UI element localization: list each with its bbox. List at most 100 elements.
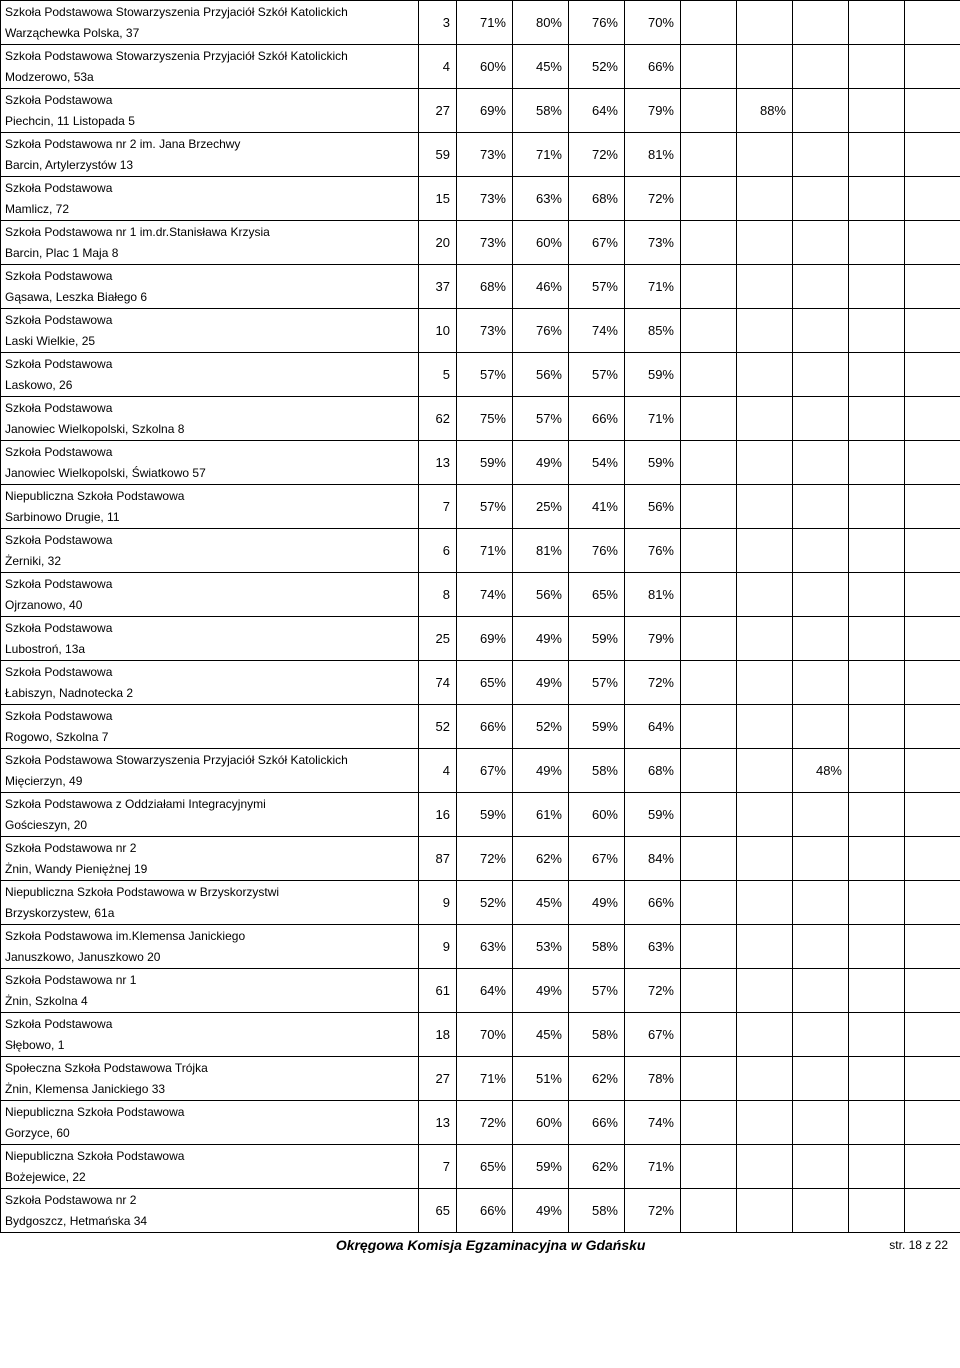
- pct-cell: 72%: [625, 177, 681, 221]
- pct-cell: 71%: [457, 529, 513, 573]
- pct-cell: [681, 265, 737, 309]
- pct-cell: [793, 133, 849, 177]
- pct-cell: [737, 309, 793, 353]
- school-name-line1: Szkoła Podstawowa: [1, 265, 419, 287]
- pct-cell: [849, 617, 905, 661]
- pct-cell: [681, 441, 737, 485]
- pct-cell: 71%: [625, 265, 681, 309]
- school-name-line2: Lubostroń, 13a: [1, 639, 419, 661]
- pct-cell: [905, 969, 960, 1013]
- pct-cell: [849, 221, 905, 265]
- pct-cell: 49%: [513, 969, 569, 1013]
- pct-cell: [681, 969, 737, 1013]
- pct-cell: [905, 441, 960, 485]
- school-name-line2: Mamlicz, 72: [1, 199, 419, 221]
- school-name-line2: Barcin, Plac 1 Maja 8: [1, 243, 419, 265]
- school-name-line1: Szkoła Podstawowa: [1, 441, 419, 463]
- pct-cell: 62%: [513, 837, 569, 881]
- pct-cell: [905, 221, 960, 265]
- school-name-line1: Szkoła Podstawowa: [1, 661, 419, 683]
- pct-cell: [681, 309, 737, 353]
- pct-cell: [849, 485, 905, 529]
- pct-cell: [737, 837, 793, 881]
- school-name-line1: Niepubliczna Szkoła Podstawowa: [1, 1145, 419, 1167]
- pct-cell: 66%: [625, 45, 681, 89]
- pct-cell: 68%: [457, 265, 513, 309]
- count-cell: 16: [419, 793, 457, 837]
- pct-cell: 62%: [569, 1057, 625, 1101]
- pct-cell: 71%: [625, 1145, 681, 1189]
- pct-cell: [681, 353, 737, 397]
- pct-cell: [681, 529, 737, 573]
- count-cell: 13: [419, 1101, 457, 1145]
- pct-cell: [737, 925, 793, 969]
- pct-cell: 56%: [625, 485, 681, 529]
- school-name-line2: Łabiszyn, Nadnotecka 2: [1, 683, 419, 705]
- pct-cell: [905, 837, 960, 881]
- pct-cell: [681, 89, 737, 133]
- pct-cell: [737, 1101, 793, 1145]
- pct-cell: [681, 881, 737, 925]
- pct-cell: [793, 705, 849, 749]
- pct-cell: 72%: [457, 837, 513, 881]
- pct-cell: 72%: [625, 1189, 681, 1233]
- pct-cell: 74%: [569, 309, 625, 353]
- pct-cell: [905, 661, 960, 705]
- pct-cell: 65%: [457, 1145, 513, 1189]
- pct-cell: 41%: [569, 485, 625, 529]
- pct-cell: [793, 529, 849, 573]
- pct-cell: 67%: [569, 221, 625, 265]
- page-footer: Okręgowa Komisja Egzaminacyjna w Gdańsku…: [0, 1233, 960, 1253]
- school-name-line2: Słębowo, 1: [1, 1035, 419, 1057]
- pct-cell: 59%: [457, 441, 513, 485]
- pct-cell: 79%: [625, 617, 681, 661]
- pct-cell: 72%: [625, 661, 681, 705]
- schools-table: Szkoła Podstawowa Stowarzyszenia Przyjac…: [0, 0, 960, 1233]
- pct-cell: [905, 485, 960, 529]
- pct-cell: [905, 573, 960, 617]
- school-name-line2: Mięcierzyn, 49: [1, 771, 419, 793]
- count-cell: 27: [419, 89, 457, 133]
- pct-cell: [793, 353, 849, 397]
- pct-cell: [905, 749, 960, 793]
- pct-cell: 76%: [569, 529, 625, 573]
- pct-cell: 56%: [513, 353, 569, 397]
- pct-cell: [681, 705, 737, 749]
- pct-cell: 48%: [793, 749, 849, 793]
- pct-cell: [737, 749, 793, 793]
- pct-cell: [681, 1145, 737, 1189]
- pct-cell: 64%: [457, 969, 513, 1013]
- count-cell: 4: [419, 749, 457, 793]
- pct-cell: 65%: [569, 573, 625, 617]
- school-name-line2: Janowiec Wielkopolski, Szkolna 8: [1, 419, 419, 441]
- school-name-line1: Szkoła Podstawowa im.Klemensa Janickiego: [1, 925, 419, 947]
- pct-cell: [849, 133, 905, 177]
- pct-cell: [793, 793, 849, 837]
- school-name-line1: Społeczna Szkoła Podstawowa Trójka: [1, 1057, 419, 1079]
- pct-cell: [849, 309, 905, 353]
- pct-cell: 60%: [513, 1101, 569, 1145]
- pct-cell: [905, 89, 960, 133]
- pct-cell: 59%: [457, 793, 513, 837]
- pct-cell: 73%: [457, 221, 513, 265]
- pct-cell: [737, 705, 793, 749]
- pct-cell: 57%: [513, 397, 569, 441]
- school-name-line1: Szkoła Podstawowa z Oddziałami Integracy…: [1, 793, 419, 815]
- pct-cell: [681, 1013, 737, 1057]
- pct-cell: [905, 265, 960, 309]
- count-cell: 10: [419, 309, 457, 353]
- school-name-line1: Szkoła Podstawowa Stowarzyszenia Przyjac…: [1, 1, 419, 23]
- count-cell: 7: [419, 485, 457, 529]
- pct-cell: 64%: [625, 705, 681, 749]
- pct-cell: 56%: [513, 573, 569, 617]
- count-cell: 61: [419, 969, 457, 1013]
- pct-cell: [849, 969, 905, 1013]
- pct-cell: [793, 881, 849, 925]
- pct-cell: [681, 485, 737, 529]
- pct-cell: [737, 969, 793, 1013]
- count-cell: 8: [419, 573, 457, 617]
- pct-cell: [849, 1, 905, 45]
- school-name-line1: Szkoła Podstawowa: [1, 617, 419, 639]
- pct-cell: [737, 485, 793, 529]
- pct-cell: 76%: [513, 309, 569, 353]
